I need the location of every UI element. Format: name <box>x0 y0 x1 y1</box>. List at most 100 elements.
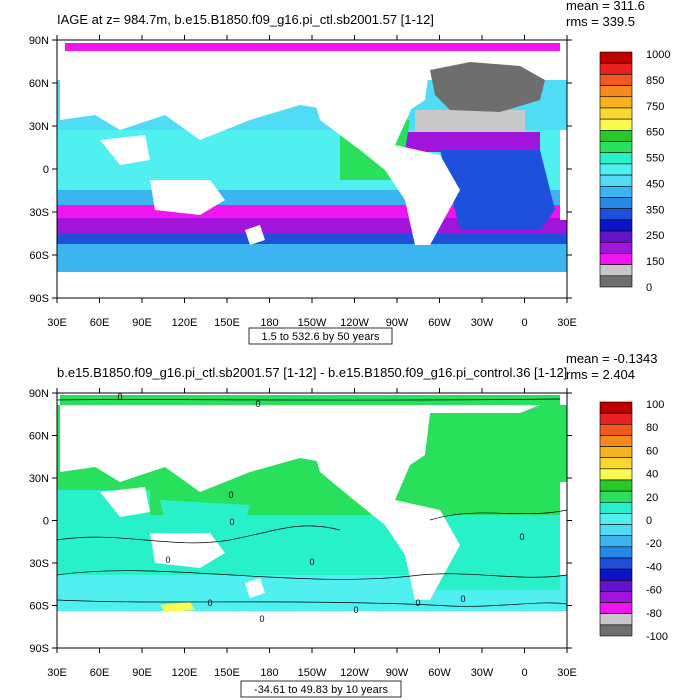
panel-2-y-tick-label: 60N <box>29 431 49 443</box>
p2-land-africa <box>560 482 567 575</box>
panel-2-colorbar: 100 80 60 40 20 0 -20 -40 -60 -80 -100 <box>599 399 668 643</box>
p1-atlantic-blue <box>440 150 555 230</box>
panel-1-colorbar-label: 550 <box>646 153 664 165</box>
panel-1-colorbar-label: 1000 <box>646 49 670 61</box>
panel-1-x-tick-label: 120E <box>172 317 198 329</box>
panel-1-colorbar-label: 0 <box>646 282 652 294</box>
panel-2-contour-label: 0 <box>207 598 212 608</box>
panel-1-range-box <box>248 327 393 345</box>
panel-1-x-tick-label: 150W <box>298 317 327 329</box>
panel-1-x-tick-label: 90E <box>132 317 152 329</box>
panel-2-y-tick-label: 30S <box>29 558 49 570</box>
p2-land-newzealand <box>245 578 265 598</box>
panel-2-colorbar-swatch <box>599 602 633 615</box>
panel-2-colorbar-label: -60 <box>646 585 662 597</box>
panel-2-colorbar-label: 40 <box>646 469 658 481</box>
panel-1-title: IAGE at z= 984.7m, b.e15.B1850.f09_g16.p… <box>57 12 434 27</box>
panel-2-colorbar-swatch <box>599 557 633 570</box>
panel-2-colorbar-swatch <box>599 624 633 637</box>
p2-land-antarctica <box>57 612 567 648</box>
panel-2-colorbar-swatch <box>599 546 633 559</box>
panel-2-colorbar-swatch <box>599 535 633 548</box>
panel-2-colorbar-swatch <box>599 579 633 592</box>
panel-2-map: 0 0 0 0 0 0 0 0 0 0 0 0 <box>56 392 568 648</box>
panel-2-colorbar-swatch <box>599 468 633 481</box>
panel-2-colorbar-label: -80 <box>646 608 662 620</box>
p2-contour-line-5 <box>56 599 568 607</box>
p2-contour-line-4 <box>429 509 568 521</box>
p1-north-atlantic-grey <box>415 110 525 132</box>
panel-2-x-tick-label: 90E <box>132 667 152 679</box>
panel-1-y-tick-label: 90N <box>29 35 49 47</box>
panel-1-range-label: 1.5 to 532.6 by 50 years <box>261 331 380 343</box>
p2-hot-spot <box>160 602 195 612</box>
panel-2-colorbar-label: -40 <box>646 561 662 573</box>
panel-1-mean: mean = 311.6 <box>566 0 645 13</box>
panel-2-range-label: -34.61 to 49.83 by 10 years <box>254 684 388 696</box>
panel-2-contour-label: 0 <box>309 557 314 567</box>
panel-1-colorbar-swatch <box>599 230 633 243</box>
panel-2-x-tick-label: 90W <box>386 667 409 679</box>
p1-land-antarctica <box>57 272 567 300</box>
panel-1-colorbar-label: 250 <box>646 230 664 242</box>
panel-2-colorbar-swatch <box>599 501 633 514</box>
panel-2-contour-label: 0 <box>460 594 465 604</box>
panel-1-colorbar-swatch <box>599 219 633 232</box>
panel-1-colorbar-swatch <box>599 96 633 109</box>
p1-band-southern-ocean <box>57 244 567 272</box>
p1-north-atlantic-deep <box>400 132 540 152</box>
panel-2-axes: 30E 60E 90E 120E 150E 180 150W 120W 90W 60W 30W 0 30… <box>29 388 577 679</box>
panel-2-contour-label: 0 <box>229 517 234 527</box>
panel-2-contour-label: 0 <box>519 532 524 542</box>
panel-1-x-tick-label: 30E <box>557 317 577 329</box>
panel-2-x-tick-label: 150W <box>298 667 327 679</box>
panel-2-contour-label: 0 <box>255 399 260 409</box>
panel-1-colorbar-swatch <box>599 264 633 277</box>
panel-2-colorbar-label: -100 <box>646 631 668 643</box>
p1-band-arctic <box>65 43 560 51</box>
panel-2-colorbar-label: -20 <box>646 538 662 550</box>
p2-pacific-patch <box>160 500 250 540</box>
panel-2-contour-label: 0 <box>117 392 122 402</box>
panel-2-range-box <box>240 680 402 698</box>
panel-1-colorbar-swatch <box>599 107 633 120</box>
panel-2-colorbar-swatch <box>599 568 633 581</box>
p2-contour-line-2 <box>56 570 568 580</box>
panel-1-colorbar-swatch <box>599 152 633 165</box>
panel-1-x-tick-label: 90W <box>386 317 409 329</box>
panel-2-x-tick-label: 180 <box>260 667 278 679</box>
panel-1-colorbar: 1000 850 750 650 550 450 350 250 150 0 <box>599 49 670 294</box>
panel-1-colorbar-swatch <box>599 141 633 154</box>
panel-2-rms: rms = 2.404 <box>566 367 635 382</box>
panel-2-x-tick-label: 60W <box>428 667 451 679</box>
p1-land-africa <box>560 130 567 220</box>
panel-1-colorbar-swatch <box>599 275 633 288</box>
panel-1-y-tick-label: 60S <box>29 250 49 262</box>
p2-contour-line-1 <box>56 398 561 401</box>
p1-land-newzealand <box>245 225 265 245</box>
panel-2-colorbar-swatch <box>599 524 633 537</box>
panel-1-colorbar-swatch <box>599 163 633 176</box>
panel-2-colorbar-swatch <box>599 412 633 425</box>
panel-2-colorbar-swatch <box>599 401 633 414</box>
panel-2-contour-labels: 0 0 0 0 0 0 0 0 0 0 0 0 <box>117 392 524 624</box>
panel-1-x-tick-label: 30E <box>47 317 67 329</box>
panel-1-colorbar-swatch <box>599 197 633 209</box>
p1-land-americas <box>300 52 460 245</box>
panel-1-x-tick-label: 0 <box>521 317 527 329</box>
p2-land-americas <box>300 405 460 600</box>
panel-1-colorbar-label: 650 <box>646 127 664 139</box>
panel-2-x-tick-label: 120W <box>340 667 369 679</box>
panel-1: IAGE at z= 984.7m, b.e15.B1850.f09_g16.p… <box>29 0 670 345</box>
panel-1-colorbar-swatch <box>599 51 633 64</box>
panel-2-y-tick-label: 0 <box>43 516 49 528</box>
panel-2-colorbar-swatch <box>599 423 633 436</box>
panel-1-axes: 30E 60E 90E 120E 150E 180 150W 120W 90W 60W 30W 0 30… <box>29 35 577 329</box>
panel-2-y-tick-label: 30N <box>29 473 49 485</box>
panel-2-colorbar-swatch <box>599 490 633 503</box>
panel-2-x-tick-label: 150E <box>214 667 240 679</box>
panel-2-contour-label: 0 <box>165 555 170 565</box>
p1-land-asia <box>60 52 540 140</box>
panel-1-colorbar-swatch <box>599 253 633 265</box>
panel-2-colorbar-swatch <box>599 613 633 626</box>
